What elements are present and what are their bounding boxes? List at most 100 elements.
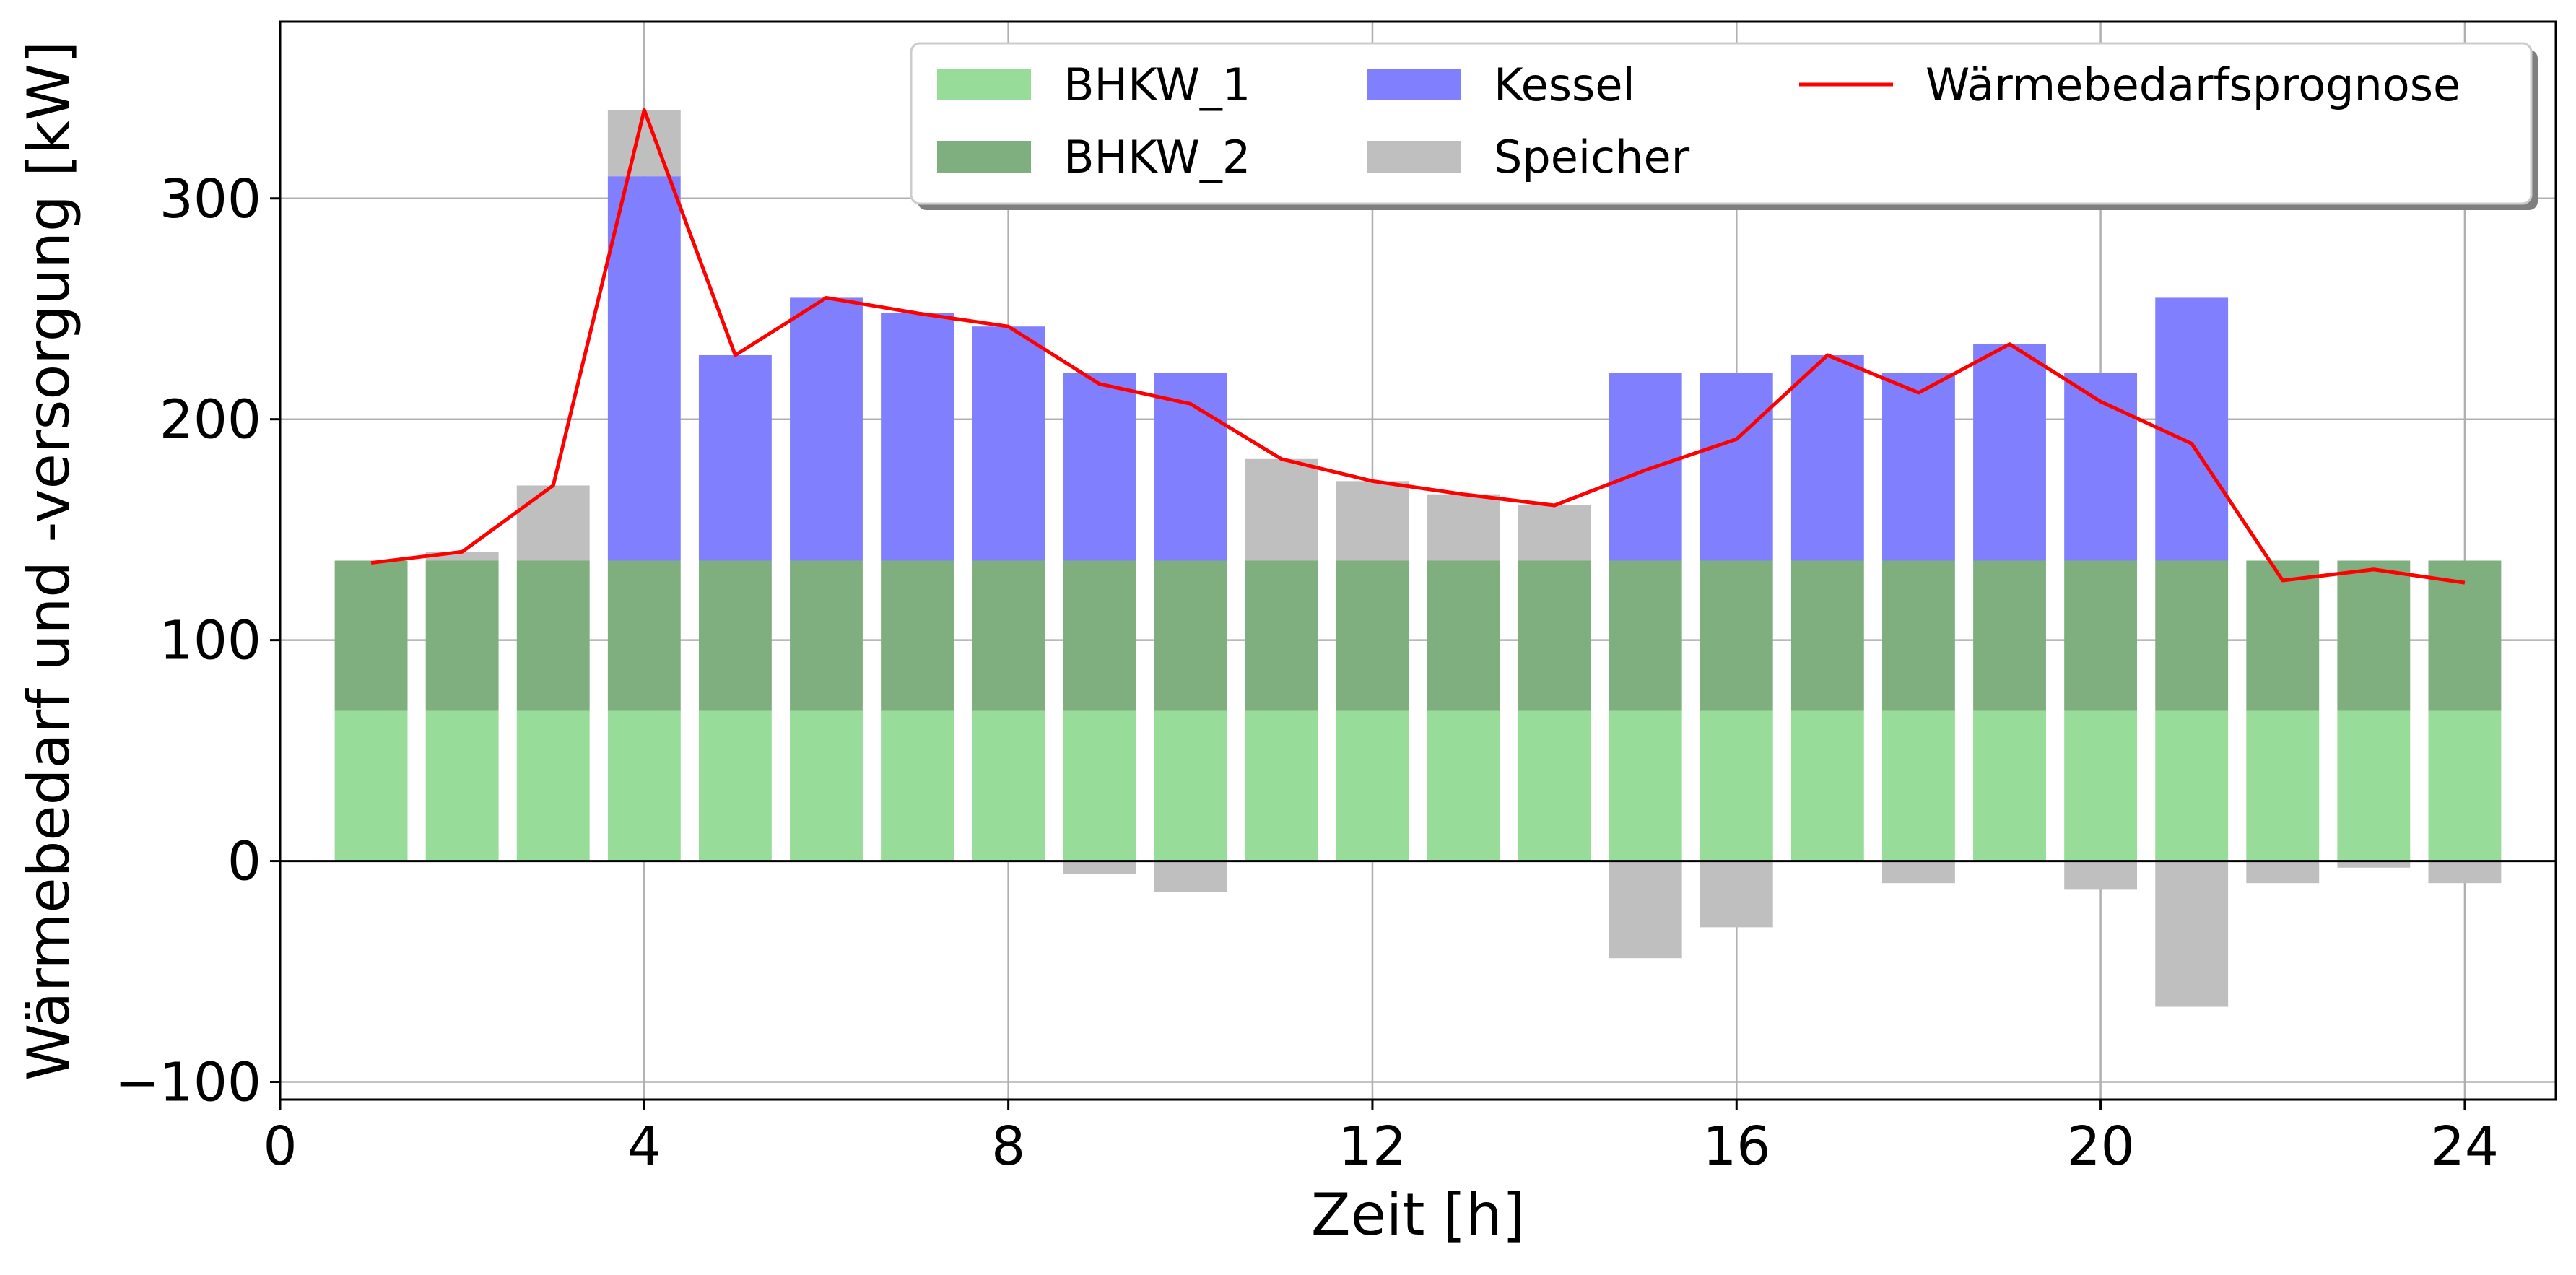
legend-label-kessel: Kessel <box>1494 58 1635 111</box>
bar-speicher <box>2064 861 2138 890</box>
bar-bhkw-1 <box>1973 710 2046 861</box>
bar-bhkw-2 <box>1427 560 1500 711</box>
bar-bhkw-2 <box>1973 560 2046 711</box>
bar-speicher <box>1154 861 1227 892</box>
bar-kessel <box>1882 373 1955 561</box>
bar-bhkw-2 <box>1336 560 1409 711</box>
bar-bhkw-1 <box>1245 710 1318 861</box>
bar-bhkw-1 <box>1518 710 1591 861</box>
bar-speicher <box>516 485 590 561</box>
bar-speicher <box>1518 505 1591 561</box>
demand-forecast-line <box>370 108 2466 585</box>
bar-bhkw-2 <box>790 560 863 711</box>
x-tick-label: 20 <box>2067 1115 2135 1178</box>
bar-kessel <box>1973 344 2046 561</box>
bar-speicher <box>2246 861 2320 884</box>
bar-bhkw-1 <box>2155 710 2229 861</box>
bar-bhkw-1 <box>1882 710 1955 861</box>
legend-swatch-bhkw-2 <box>937 141 1031 173</box>
legend: BHKW_1 BHKW_2 Kessel Speicher Wärmebedarfspr… <box>910 42 2538 210</box>
x-axis-label: Zeit [h] <box>1311 1181 1525 1248</box>
bar-bhkw-1 <box>516 710 590 861</box>
x-tick-label: 12 <box>1339 1115 1406 1178</box>
bar-kessel <box>1790 354 1864 561</box>
bar-bhkw-1 <box>1154 710 1227 861</box>
bar-bhkw-1 <box>334 710 408 861</box>
legend-swatch-kessel <box>1367 69 1461 100</box>
legend-box <box>910 42 2533 205</box>
y-axis-label: Wärmebedarf und -versorgung [kW] <box>15 41 82 1081</box>
bar-bhkw-1 <box>1609 710 1682 861</box>
bar-kessel <box>972 326 1045 561</box>
legend-label-w-rmebedarfsprognose: Wärmebedarfsprognose <box>1926 58 2460 111</box>
y-tick-label: 300 <box>160 168 261 230</box>
bar-kessel <box>1700 373 1773 561</box>
bar-bhkw-2 <box>2064 560 2138 711</box>
bar-speicher <box>1063 861 1136 874</box>
bar-kessel <box>881 313 954 561</box>
bar-bhkw-2 <box>2155 560 2229 711</box>
bar-bhkw-2 <box>607 560 681 711</box>
bar-bhkw-2 <box>1245 560 1318 711</box>
lines <box>280 108 2556 863</box>
bar-speicher <box>1336 481 1409 561</box>
y-tick-label: −100 <box>115 1052 261 1114</box>
bar-bhkw-2 <box>2337 560 2411 711</box>
bar-bhkw-1 <box>1790 710 1864 861</box>
bar-bhkw-2 <box>1700 560 1773 711</box>
bar-kessel <box>1154 373 1227 561</box>
bar-bhkw-1 <box>1336 710 1409 861</box>
bar-bhkw-1 <box>972 710 1045 861</box>
bar-bhkw-2 <box>698 560 772 711</box>
bar-bhkw-1 <box>1700 710 1773 861</box>
y-tick-label: 200 <box>160 389 261 451</box>
bar-bhkw-2 <box>881 560 954 711</box>
bar-bhkw-1 <box>2246 710 2320 861</box>
legend-label-bhkw-2: BHKW_2 <box>1063 131 1250 183</box>
bar-bhkw-2 <box>1154 560 1227 711</box>
legend-label-bhkw-1: BHKW_1 <box>1063 58 1250 111</box>
legend-swatch-bhkw-1 <box>937 69 1031 100</box>
bar-bhkw-1 <box>881 710 954 861</box>
x-tick-label: 24 <box>2431 1115 2499 1178</box>
bar-bhkw-2 <box>1790 560 1864 711</box>
bar-bhkw-2 <box>1518 560 1591 711</box>
bar-bhkw-1 <box>698 710 772 861</box>
bar-kessel <box>2064 373 2138 561</box>
bar-bhkw-1 <box>1063 710 1136 861</box>
bar-bhkw-2 <box>1063 560 1136 711</box>
bar-bhkw-2 <box>1609 560 1682 711</box>
plot-frame <box>279 20 2557 1101</box>
bar-kessel <box>790 297 863 561</box>
bar-bhkw-1 <box>2428 710 2502 861</box>
bar-bhkw-1 <box>1427 710 1500 861</box>
y-tick-label: 100 <box>160 610 261 672</box>
bar-bhkw-1 <box>607 710 681 861</box>
bar-speicher <box>2337 861 2411 868</box>
x-tick-label: 8 <box>991 1115 1025 1178</box>
bar-bhkw-2 <box>2246 560 2320 711</box>
bar-speicher <box>1700 861 1773 928</box>
bars <box>334 110 2502 1007</box>
bar-bhkw-1 <box>425 710 499 861</box>
bar-kessel <box>2155 297 2229 561</box>
bar-speicher <box>1245 458 1318 561</box>
bar-bhkw-2 <box>334 560 408 711</box>
x-tick-label: 4 <box>627 1115 661 1178</box>
bar-bhkw-1 <box>2337 710 2411 861</box>
bar-speicher <box>1882 861 1955 884</box>
y-tick-label: 0 <box>227 831 261 893</box>
bar-kessel <box>607 176 681 561</box>
x-tick-label: 16 <box>1702 1115 1770 1178</box>
bar-bhkw-1 <box>2064 710 2138 861</box>
bar-speicher <box>1609 861 1682 959</box>
x-tick-label: 0 <box>263 1115 297 1178</box>
bar-kessel <box>698 354 772 561</box>
bar-bhkw-1 <box>790 710 863 861</box>
bar-bhkw-2 <box>425 560 499 711</box>
bar-kessel <box>1609 373 1682 561</box>
bar-kessel <box>1063 373 1136 561</box>
bar-speicher <box>607 110 681 177</box>
